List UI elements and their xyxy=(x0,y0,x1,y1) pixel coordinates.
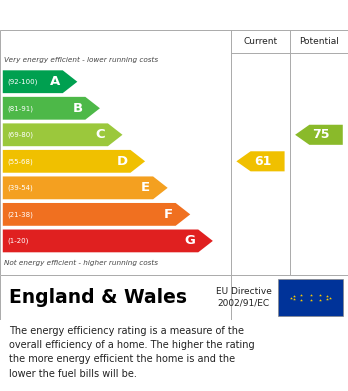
Polygon shape xyxy=(3,150,145,173)
Text: Current: Current xyxy=(243,37,278,46)
Polygon shape xyxy=(3,97,100,120)
Polygon shape xyxy=(295,125,343,145)
Text: B: B xyxy=(72,102,82,115)
Text: Not energy efficient - higher running costs: Not energy efficient - higher running co… xyxy=(4,260,158,266)
Text: (81-91): (81-91) xyxy=(7,105,33,111)
Text: E: E xyxy=(141,181,150,194)
Polygon shape xyxy=(236,151,285,171)
Bar xyxy=(278,279,343,316)
Text: (55-68): (55-68) xyxy=(7,158,33,165)
Text: Potential: Potential xyxy=(299,37,339,46)
Text: The energy efficiency rating is a measure of the
overall efficiency of a home. T: The energy efficiency rating is a measur… xyxy=(9,326,254,379)
Text: G: G xyxy=(184,235,196,248)
Text: 61: 61 xyxy=(254,155,271,168)
Polygon shape xyxy=(3,230,213,252)
Text: (92-100): (92-100) xyxy=(7,79,37,85)
Polygon shape xyxy=(3,203,190,226)
Text: Energy Efficiency Rating: Energy Efficiency Rating xyxy=(10,7,232,23)
Text: (39-54): (39-54) xyxy=(7,185,33,191)
Polygon shape xyxy=(3,124,122,146)
Polygon shape xyxy=(3,70,77,93)
Text: (69-80): (69-80) xyxy=(7,131,33,138)
Text: D: D xyxy=(117,155,128,168)
Polygon shape xyxy=(3,176,168,199)
Text: (21-38): (21-38) xyxy=(7,211,33,218)
Text: F: F xyxy=(164,208,173,221)
Text: (1-20): (1-20) xyxy=(7,238,28,244)
Text: EU Directive
2002/91/EC: EU Directive 2002/91/EC xyxy=(216,287,271,308)
Text: Very energy efficient - lower running costs: Very energy efficient - lower running co… xyxy=(4,57,158,63)
Text: 75: 75 xyxy=(313,128,330,141)
Text: England & Wales: England & Wales xyxy=(9,288,187,307)
Text: C: C xyxy=(95,128,105,141)
Text: A: A xyxy=(50,75,60,88)
